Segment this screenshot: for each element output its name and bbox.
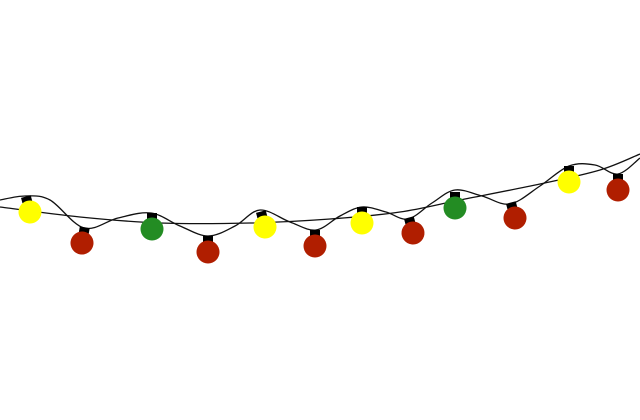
- bulb-glass: [253, 215, 277, 239]
- bulb-red: [606, 174, 630, 202]
- bulb-red: [401, 216, 425, 245]
- bulb-red: [70, 226, 94, 255]
- bulb-red: [303, 230, 327, 258]
- bulb-glass: [196, 240, 220, 264]
- bulb-cap: [310, 230, 320, 238]
- bulb-cap: [147, 213, 157, 221]
- bulb-glass: [70, 231, 94, 255]
- straight-wire: [0, 153, 640, 225]
- bulb-yellow: [350, 207, 374, 235]
- bulb-cap: [357, 207, 367, 215]
- bulb-yellow: [253, 210, 277, 239]
- bulb-glass: [503, 206, 527, 230]
- bulb-glass: [401, 221, 425, 245]
- bulb-green: [140, 213, 164, 241]
- bulb-glass: [18, 200, 42, 224]
- bulb-glass: [443, 196, 467, 220]
- bulb-green: [443, 192, 467, 220]
- bulb-cap: [613, 174, 623, 182]
- bulb-glass: [606, 178, 630, 202]
- wavy-wire: [0, 157, 640, 237]
- bulb-cap: [564, 166, 574, 174]
- bulb-glass: [303, 234, 327, 258]
- bulb-glass: [350, 211, 374, 235]
- bulb-red: [503, 201, 527, 230]
- bulb-glass: [557, 170, 581, 194]
- bulb-cap: [450, 192, 460, 200]
- bulb-glass: [140, 217, 164, 241]
- bulb-yellow: [18, 195, 42, 224]
- bulb-cap: [203, 236, 213, 244]
- bulb-red: [196, 236, 220, 264]
- bulb-yellow: [557, 166, 581, 194]
- bulbs-group: [18, 166, 630, 264]
